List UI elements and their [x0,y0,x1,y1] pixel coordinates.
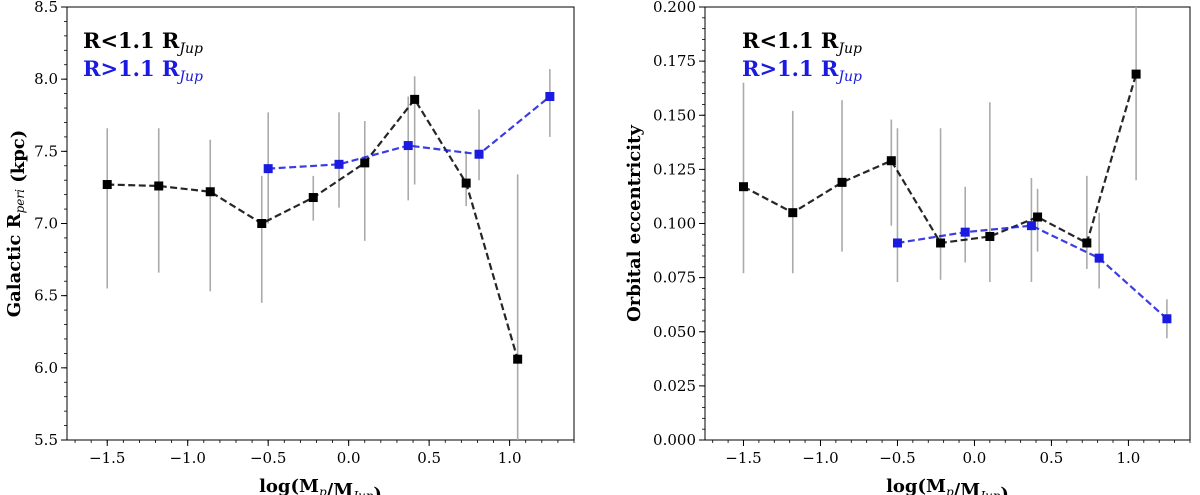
series-line [107,97,519,360]
data-point [837,177,847,187]
data-point [360,158,370,168]
data-point [1094,253,1104,263]
data-point [1082,238,1092,248]
y-tick-label: 0.075 [653,269,696,287]
data-point [513,354,523,364]
legend-label-subscript: Jup [835,41,862,57]
data-point [102,180,112,190]
x-axis-label: log(Mp/MJup) [259,476,382,495]
x-tick-label: −0.5 [879,449,915,467]
data-point [936,238,946,248]
data-point [886,156,896,166]
x-tick-label: 0.5 [1039,449,1063,467]
x-tick-label: −1.0 [169,449,205,467]
data-point [1026,221,1036,231]
legend-label: R<1.1 R [83,28,180,53]
data-point [474,149,484,159]
x-tick-label: 1.0 [498,449,522,467]
data-point [461,178,471,188]
data-point [410,94,420,104]
data-point [788,208,798,218]
data-point [892,238,902,248]
legend-label-subscript: Jup [176,69,203,85]
data-point [205,187,215,197]
y-axis-label: Galactic Rperi (kpc) [4,130,29,318]
data-point [257,219,267,228]
x-tick-label: −1.0 [802,449,838,467]
legend-label: R>1.1 R [742,56,839,81]
data-point [308,193,318,203]
data-point [403,141,413,151]
data-point [1131,69,1141,79]
y-axis-label: Orbital eccentricity [624,125,645,322]
y-tick-label: 0.025 [653,377,696,395]
x-tick-label: 0.0 [963,449,987,467]
data-point [985,231,995,241]
x-tick-label: −1.5 [89,449,125,467]
right-chart-panel: −1.5 −1.0 −0.5 0.0 0.5 1.0 0.000 0.025 0.050 0.07… [624,0,1191,495]
legend-label-subscript: Jup [835,69,862,85]
y-tick-label: 0.000 [653,431,696,449]
left-chart-panel: −1.5 −1.0 −0.5 0.0 0.5 1.0 5.5 6.0 6.5 7.0 7.5 8.0 8… [4,0,575,495]
x-tick-label: −1.5 [725,449,761,467]
data-point [1162,314,1172,324]
y-tick-label: 0.100 [653,215,696,233]
y-tick-label: 0.200 [653,0,696,16]
y-tick-label: 0.175 [653,52,696,70]
legend-entry: R>1.1 RJup [83,56,203,85]
legend-label: R<1.1 R [742,28,839,53]
y-tick-label: 0.125 [653,160,696,178]
y-tick-label: 7.0 [34,215,58,233]
data-point [738,182,748,192]
y-tick-label: 0.050 [653,323,696,341]
data-point [263,164,273,174]
series-line [268,95,551,170]
y-tick-label: 6.5 [34,287,58,305]
legend-entry: R>1.1 RJup [742,56,862,85]
data-point [545,91,555,101]
data-point [334,159,344,169]
x-tick-label: 0.5 [417,449,441,467]
y-tick-label: 8.0 [34,70,58,88]
legend-label-subscript: Jup [176,41,203,57]
x-axis-label: log(Mp/MJup) [886,476,1009,495]
data-point [1033,212,1043,222]
data-point [154,181,164,191]
x-tick-label: 0.0 [337,449,361,467]
series-line [897,224,1168,320]
y-tick-label: 6.0 [34,359,58,377]
legend-label: R>1.1 R [83,56,180,81]
legend-entry: R<1.1 RJup [83,28,203,57]
y-tick-label: 5.5 [34,431,58,449]
x-tick-label: 1.0 [1116,449,1140,467]
data-point [960,227,970,237]
y-tick-label: 8.5 [34,0,58,16]
y-tick-label: 7.5 [34,142,58,160]
y-tick-label: 0.150 [653,106,696,124]
legend-entry: R<1.1 RJup [742,28,862,57]
x-tick-label: −0.5 [250,449,286,467]
